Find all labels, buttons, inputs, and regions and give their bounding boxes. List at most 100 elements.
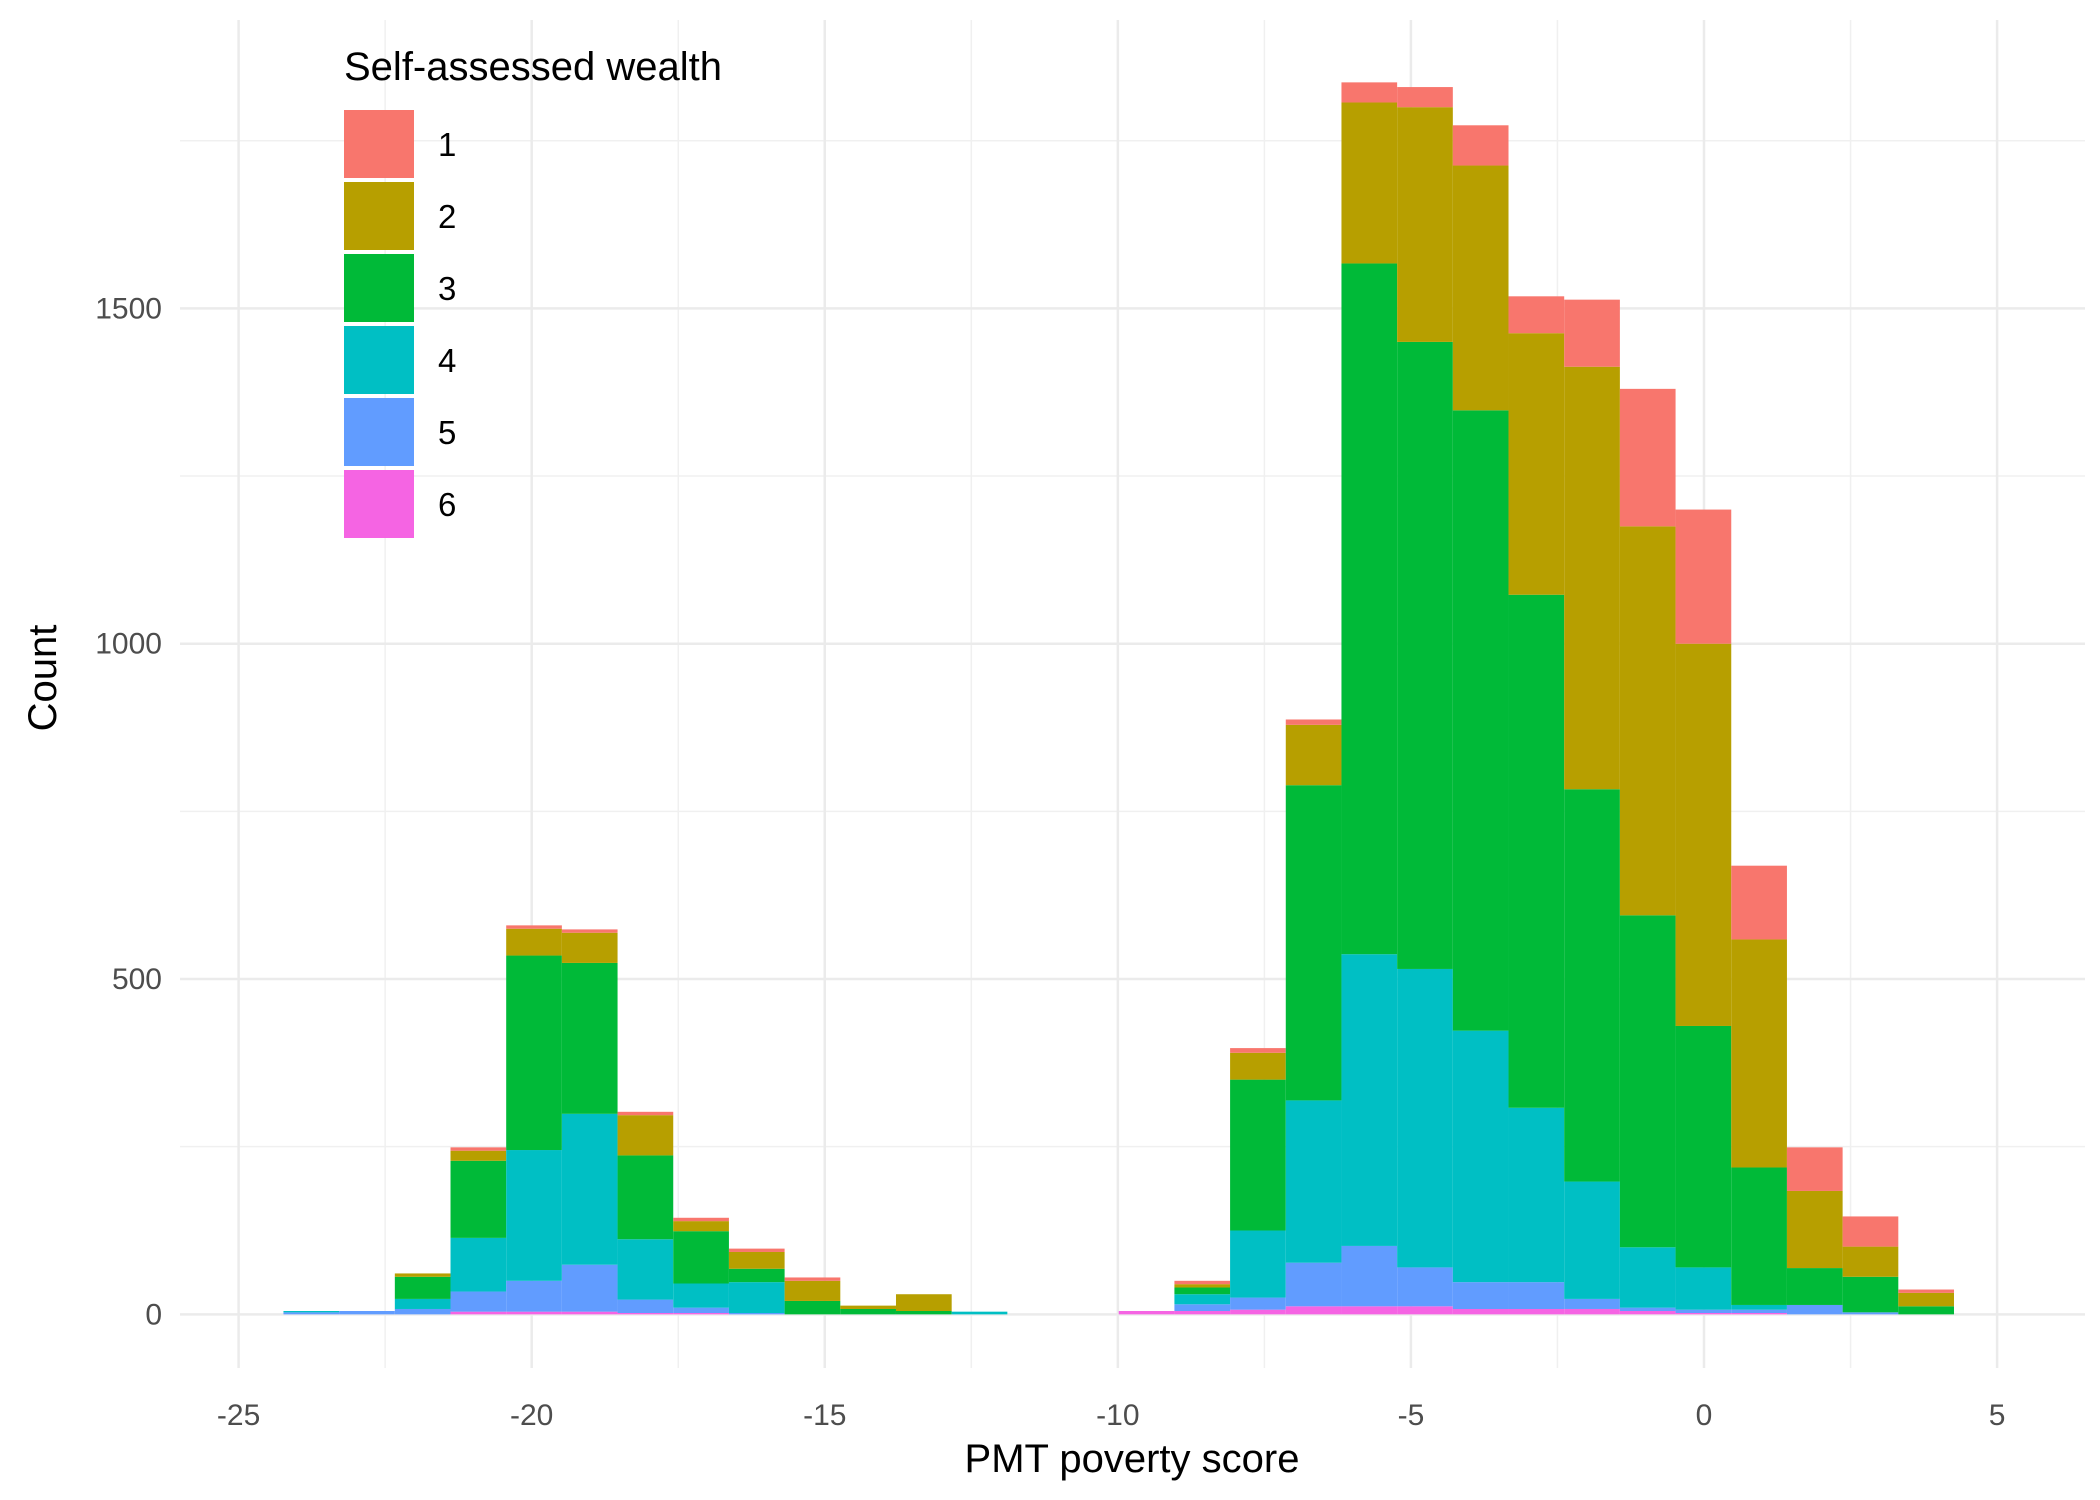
bar-segment-wealth-3 [1898,1306,1954,1315]
bar-segment-wealth-5 [1619,1307,1676,1311]
bar-segment-wealth-3 [1230,1079,1286,1231]
bar-segment-wealth-2 [450,1150,507,1161]
legend-label-5: 5 [438,414,456,451]
x-tick-label: 0 [1696,1399,1713,1432]
bar-segment-wealth-1 [1230,1048,1286,1053]
bar-segment-wealth-4 [283,1311,340,1313]
bar-segment-wealth-6 [617,1313,674,1315]
legend-title: Self-assessed wealth [344,45,722,89]
bar-segment-wealth-5 [1786,1304,1843,1315]
bar-segment-wealth-3 [1341,263,1398,955]
bar-segment-wealth-3 [784,1300,841,1315]
bar-segment-wealth-3 [506,955,562,1151]
bar-segment-wealth-1 [506,925,562,929]
bar-segment-wealth-2 [394,1273,451,1277]
legend-label-3: 3 [438,270,456,307]
bar-segment-wealth-3 [617,1155,674,1240]
bar-segment-wealth-6 [450,1311,507,1315]
bar-segment-wealth-2 [1675,643,1732,1026]
x-tick-label: -5 [1398,1399,1425,1432]
y-tick-label: 0 [145,1298,162,1331]
bar-segment-wealth-5 [450,1291,507,1312]
bar-segment-wealth-3 [1508,594,1565,1108]
bar-segment-wealth-5 [1341,1245,1398,1307]
bar-segment-wealth-5 [1675,1309,1732,1313]
bar-segment-wealth-2 [1397,107,1453,342]
bar-segment-wealth-3 [1619,915,1676,1248]
bar-segment-wealth-5 [1731,1309,1787,1313]
bar-segment-wealth-6 [1174,1311,1231,1315]
bar-segment-wealth-5 [1230,1297,1286,1310]
legend-label-4: 4 [438,342,456,379]
bar-segment-wealth-4 [394,1298,451,1309]
bar-segment-wealth-1 [450,1147,507,1151]
bar-segment-wealth-2 [1842,1246,1899,1277]
bar-segment-wealth-2 [506,928,562,956]
bar-segment-wealth-2 [561,932,618,963]
bar-segment-wealth-1 [1174,1280,1231,1285]
bar-segment-wealth-5 [561,1264,618,1312]
bar-segment-wealth-4 [1397,968,1453,1268]
bar-segment-wealth-5 [339,1311,395,1315]
y-tick-labels: 0 500 1000 1500 [95,292,162,1331]
bar-segment-wealth-6 [561,1311,618,1315]
bar-segment-wealth-1 [728,1248,785,1252]
x-axis-title: PMT poverty score [965,1437,1300,1481]
bar-segment-wealth-3 [450,1160,507,1238]
y-tick-label: 500 [112,963,162,996]
bar-segment-wealth-1 [561,929,618,933]
bar-segment-wealth-3 [1452,410,1509,1031]
y-tick-label: 1000 [95,628,162,661]
bar-segment-wealth-5 [1842,1312,1899,1315]
x-tick-labels: -25 -20 -15 -10 -5 0 5 [217,1399,2005,1432]
x-tick-label: -20 [510,1399,553,1432]
bar-segment-wealth-3 [394,1276,451,1299]
bar-segment-wealth-2 [840,1305,896,1309]
bar-segment-wealth-4 [561,1113,618,1265]
bar-segment-wealth-5 [1564,1298,1620,1309]
bar-segment-wealth-3 [895,1311,952,1315]
bars [283,82,1954,1315]
legend-swatch-6 [344,470,414,538]
bar-segment-wealth-5 [1174,1304,1231,1311]
bar-segment-wealth-2 [1564,366,1620,790]
bar-segment-wealth-3 [1786,1268,1843,1305]
legend-swatch-5 [344,398,414,466]
bar-segment-wealth-5 [283,1312,340,1315]
bar-segment-wealth-3 [673,1231,729,1284]
bar-segment-wealth-2 [617,1115,674,1156]
bar-segment-wealth-2 [895,1294,952,1311]
legend-items: 1 2 3 4 5 6 [344,110,456,538]
legend: Self-assessed wealth 1 2 3 4 5 6 [344,45,722,538]
bar-segment-wealth-1 [784,1277,841,1281]
bar-segment-wealth-3 [561,962,618,1114]
y-axis-title: Count [21,625,65,732]
bar-segment-wealth-3 [1675,1025,1732,1268]
bar-segment-wealth-6 [1285,1306,1342,1315]
bar-segment-wealth-3 [1174,1287,1231,1295]
bar-segment-wealth-1 [1619,388,1676,527]
bar-segment-wealth-4 [506,1150,562,1281]
bar-segment-wealth-5 [506,1280,562,1312]
bar-segment-wealth-3 [1564,789,1620,1182]
legend-label-1: 1 [438,126,456,163]
bar-segment-wealth-6 [1341,1306,1398,1315]
legend-label-6: 6 [438,486,456,523]
bar-segment-wealth-3 [1397,341,1453,969]
bar-segment-wealth-5 [1508,1282,1565,1309]
bar-segment-wealth-4 [728,1282,785,1314]
bar-segment-wealth-6 [673,1313,729,1315]
legend-label-2: 2 [438,198,456,235]
bar-segment-wealth-2 [728,1251,785,1269]
bar-segment-wealth-6 [1508,1308,1565,1315]
bar-segment-wealth-5 [673,1307,729,1314]
bar-segment-wealth-4 [1285,1100,1342,1263]
bar-segment-wealth-6 [506,1311,562,1315]
bar-segment-wealth-6 [1230,1309,1286,1315]
bar-segment-wealth-4 [951,1311,1008,1315]
bar-segment-wealth-6 [1731,1313,1787,1315]
bar-segment-wealth-3 [728,1268,785,1283]
bar-segment-wealth-4 [1619,1247,1676,1308]
bar-segment-wealth-1 [673,1217,729,1222]
